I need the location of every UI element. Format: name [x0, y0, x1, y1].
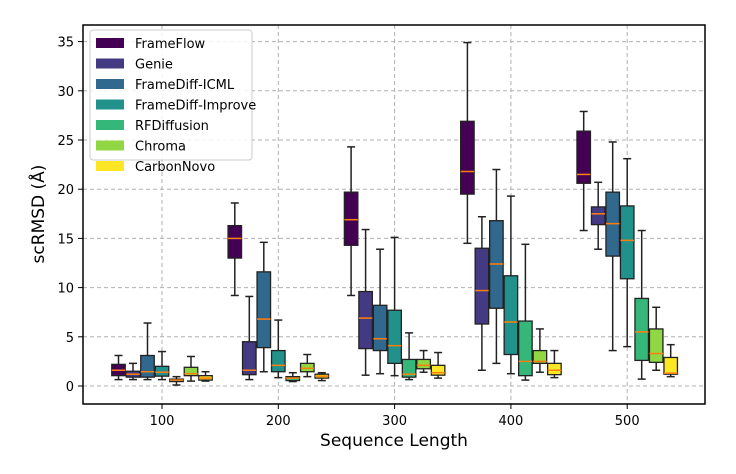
y-axis: 0 5 10 15 20 25 30 35 [57, 36, 83, 395]
legend-label: CarbonNovo [135, 160, 215, 175]
legend-swatch [96, 140, 124, 151]
box-carbonnovo-300 [430, 351, 446, 379]
x-axis: 100 200 300 400 500 [150, 404, 640, 429]
box-framediff-icml-100 [140, 322, 155, 381]
box [547, 362, 562, 376]
box [532, 349, 548, 365]
box-frameflow-100 [111, 354, 126, 381]
box-frameflow-200 [227, 202, 243, 297]
box [241, 341, 257, 376]
box [430, 364, 446, 376]
x-tick-label: 200 [266, 414, 291, 429]
legend-label: RFDiffusion [135, 119, 209, 134]
box-framediff-icml-300 [372, 248, 388, 375]
box-framediff-icml-200 [256, 241, 272, 373]
box [401, 358, 417, 378]
box-framediff-improve-400 [503, 195, 519, 375]
box-framediff-improve-300 [387, 236, 403, 377]
box-rfdiffusion-100 [169, 375, 184, 386]
y-axis-label: scRMSD (Å) [27, 165, 49, 264]
y-tick-label: 10 [57, 282, 74, 297]
box-chroma-500 [648, 306, 664, 372]
legend-swatch [96, 79, 124, 89]
box [154, 365, 170, 377]
box [634, 297, 650, 362]
box [576, 130, 592, 184]
box [416, 358, 432, 370]
y-tick-label: 35 [57, 36, 74, 51]
box-carbonnovo-500 [663, 343, 679, 378]
box-framediff-improve-500 [619, 157, 635, 348]
legend-box [89, 29, 253, 161]
box [619, 205, 635, 280]
box-frameflow-500 [576, 110, 592, 232]
box [256, 271, 272, 349]
legend: FrameFlow Genie FrameDiff-ICML FrameDiff-Im… [89, 29, 256, 175]
legend-swatch [96, 99, 124, 110]
box-rfdiffusion-300 [401, 332, 417, 381]
box-framediff-improve-200 [270, 319, 286, 379]
box [140, 354, 155, 378]
box [183, 366, 199, 377]
y-tick-label: 15 [57, 232, 74, 247]
box [663, 356, 679, 375]
box-carbonnovo-400 [547, 349, 562, 379]
x-axis-label: Sequence Length [320, 431, 468, 451]
box-rfdiffusion-500 [634, 229, 650, 380]
y-tick-label: 30 [57, 85, 74, 100]
y-tick-label: 0 [66, 380, 74, 395]
box-chroma-300 [416, 349, 432, 373]
y-tick-label: 20 [57, 183, 74, 198]
box [648, 328, 664, 364]
x-tick-label: 500 [615, 414, 640, 429]
box-genie-200 [241, 295, 257, 381]
box-genie-100 [125, 362, 141, 381]
box-rfdiffusion-200 [285, 371, 301, 383]
legend-label: Genie [135, 58, 173, 73]
legend-label: FrameFlow [135, 37, 206, 52]
box [372, 304, 388, 352]
x-tick-label: 400 [498, 414, 523, 429]
legend-swatch [96, 120, 124, 130]
box [387, 309, 403, 365]
box-carbonnovo-200 [314, 371, 330, 382]
box-chroma-200 [299, 353, 315, 378]
box-series [111, 41, 679, 386]
box [343, 191, 359, 246]
legend-swatch [96, 58, 124, 69]
box [227, 224, 243, 259]
box [459, 120, 475, 195]
box-framediff-icml-500 [605, 141, 621, 352]
box-frameflow-300 [343, 146, 359, 297]
legend-label: FrameDiff-ICML [135, 78, 235, 93]
legend-swatch [96, 161, 124, 171]
box-framediff-improve-100 [154, 350, 170, 381]
box-rfdiffusion-400 [518, 243, 533, 381]
box-genie-300 [358, 228, 374, 376]
box-genie-400 [474, 216, 490, 372]
x-tick-label: 100 [150, 414, 175, 429]
legend-swatch [96, 38, 124, 48]
box-frameflow-400 [459, 41, 475, 245]
y-tick-label: 25 [57, 134, 74, 149]
box [503, 275, 519, 356]
box [474, 247, 490, 325]
plot-frame [82, 24, 706, 405]
box-genie-500 [590, 181, 606, 250]
box [270, 349, 286, 373]
box-framediff-icml-400 [488, 168, 504, 365]
box [358, 290, 374, 350]
box-chroma-100 [183, 355, 199, 382]
box [518, 320, 533, 377]
y-tick-label: 5 [66, 331, 74, 346]
box-carbonnovo-100 [198, 370, 213, 382]
box [590, 206, 606, 226]
box-chroma-400 [532, 328, 548, 373]
legend-label: FrameDiff-Improve [135, 99, 256, 114]
legend-label: Chroma [135, 140, 186, 155]
x-tick-label: 300 [382, 414, 407, 429]
